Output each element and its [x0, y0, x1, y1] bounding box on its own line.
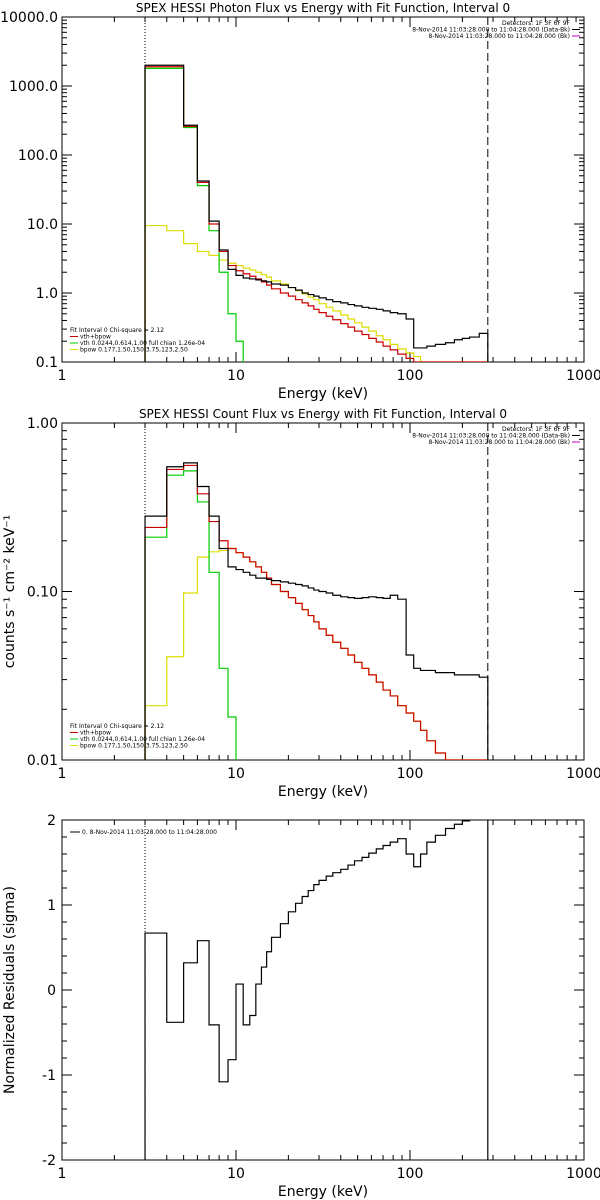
series-0-8-nov-2014-11-03-28-000-to-11-04-28-000: [144, 820, 489, 1160]
y-tick-label: 0.1: [36, 355, 58, 371]
y-tick-label: 1000.0: [9, 79, 58, 95]
x-tick-label: 100: [397, 766, 424, 782]
plot-area: [144, 423, 489, 760]
x-tick-label: 10: [227, 368, 245, 384]
legend-text: 0. 8-Nov-2014 11:03:28.000 to 11:04:28.0…: [82, 829, 217, 836]
y-tick-label: -1: [42, 1068, 56, 1084]
y-tick-label: 0.01: [27, 753, 58, 769]
x-tick-label: 1: [58, 766, 67, 782]
series-data-bk: [144, 64, 489, 362]
plot-frame: [61, 16, 585, 363]
header-text: 8-Nov-2014 11:03:28.000 to 11:04:28.000 …: [428, 439, 570, 446]
plot-frame: [61, 819, 585, 1161]
x-tick-label: 100: [397, 368, 424, 384]
x-tick-label: 1: [58, 1166, 67, 1182]
panel-1: SPEX HESSI Count Flux vs Energy with Fit…: [2, 407, 600, 800]
y-tick-label: -2: [42, 1153, 56, 1169]
series-vth: [144, 67, 489, 362]
legend-text: Fit Interval 0 Chi-square = 2.12: [70, 723, 164, 730]
y-tick-label: 0.10: [27, 585, 58, 601]
series-vth: [144, 470, 489, 760]
header-text: 8-Nov-2014 11:03:28.000 to 11:04:28.000 …: [428, 33, 570, 40]
header-text: 8-Nov-2014 11:03:28.000 to 11:04:28.000 …: [412, 433, 570, 440]
y-tick-label: 0: [47, 983, 56, 999]
x-tick-label: 10: [227, 1166, 245, 1182]
x-tick-label: 10: [227, 766, 245, 782]
x-axis-label: Energy (keV): [278, 784, 368, 800]
chart-title: SPEX HESSI Photon Flux vs Energy with Fi…: [136, 1, 510, 15]
plot-area: [144, 17, 489, 362]
x-axis-label: Energy (keV): [278, 1184, 368, 1200]
series-vth-bpow: [144, 66, 488, 362]
x-tick-label: 100: [397, 1166, 424, 1182]
header-text: Detectors: 1F 3F 6F 9F: [502, 20, 571, 27]
series-vth-bpow: [144, 464, 488, 760]
legend-text: bpow 0.177,1.50,150,3.75,123,2.50: [80, 743, 188, 750]
chart-title: SPEX HESSI Count Flux vs Energy with Fit…: [139, 407, 507, 421]
plot-area: [144, 820, 489, 1160]
legend-text: vth 0.0244,0.614,1.00 full chian 1.26e-0…: [80, 736, 205, 743]
x-tick-label: 1000: [566, 1166, 600, 1182]
y-axis-label: Normalized Residuals (sigma): [2, 886, 18, 1094]
y-tick-label: 10000.0: [0, 10, 58, 26]
panel-2: 1 10 100 1000 -2 -1 0 1 2 Energy (keV) Normalized …: [2, 813, 600, 1200]
x-axis-label: Energy (keV): [278, 386, 368, 402]
series-bpow: [144, 547, 488, 760]
x-tick-label: 1000: [566, 766, 600, 782]
legend-text: vth+bpow: [80, 334, 111, 341]
y-tick-label: 2: [47, 813, 56, 829]
x-tick-label: 1: [58, 368, 67, 384]
x-tick-label: 1000: [566, 368, 600, 384]
y-tick-label: 1.0: [36, 286, 58, 302]
legend-text: vth+bpow: [80, 730, 111, 737]
y-tick-label: 1.00: [27, 416, 58, 432]
series-data-bk: [144, 462, 489, 760]
y-tick-label: 10.0: [27, 217, 58, 233]
header-text: Detectors: 1F 3F 6F 9F: [502, 426, 571, 433]
y-tick-label: 100.0: [18, 148, 58, 164]
y-tick-label: 1: [47, 898, 56, 914]
legend-text: vth 0.0244,0.614,1.00 full chian 1.26e-0…: [80, 340, 205, 347]
y-axis-label: counts s⁻¹ cm⁻² keV⁻¹: [2, 515, 18, 669]
legend-text: Fit Interval 0 Chi-square = 2.12: [70, 327, 164, 334]
header-text: 8-Nov-2014 11:03:28.000 to 11:04:28.000 …: [412, 27, 570, 34]
panel-0: SPEX HESSI Photon Flux vs Energy with Fi…: [0, 1, 600, 402]
legend-text: bpow 0.177,1.50,150,3.75,123,2.50: [80, 347, 188, 354]
